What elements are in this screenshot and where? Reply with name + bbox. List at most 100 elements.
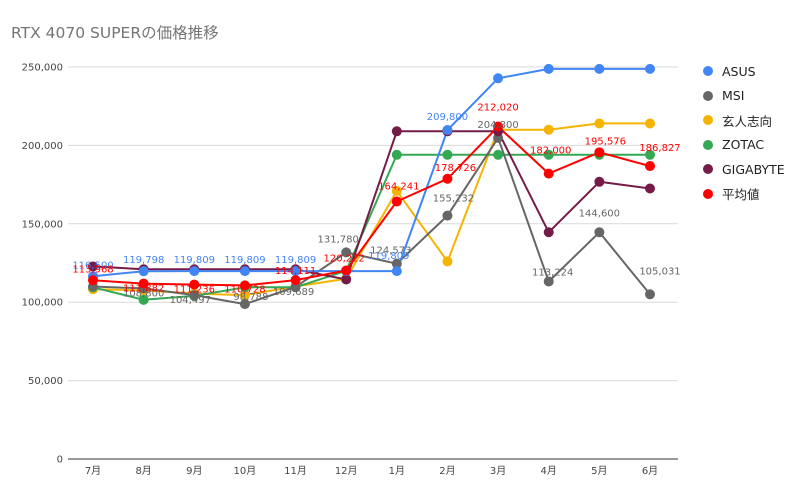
x-axis-ticks: 7月 8月 9月 10月 11月 12月 1月 2月 3月 4月 5月 6月: [85, 465, 658, 477]
legend-marker: [703, 115, 713, 126]
data-label: 120,222: [324, 253, 365, 264]
data-point: [341, 265, 352, 276]
data-point: [645, 289, 655, 300]
x-tick-label: 7月: [85, 465, 101, 477]
data-point: [594, 118, 605, 129]
data-label: 116,500: [72, 260, 113, 271]
x-tick-label: 11月: [284, 465, 307, 477]
data-point: [442, 173, 453, 184]
data-label: 144,600: [579, 208, 620, 219]
data-point: [645, 161, 655, 172]
data-point: [391, 149, 402, 160]
gridlines: [68, 66, 678, 460]
data-point: [290, 275, 301, 286]
legend-item: 玄人志向: [703, 108, 785, 133]
series-line-msi: [92, 136, 651, 306]
data-label: 155,232: [433, 194, 474, 205]
data-point: [391, 196, 402, 207]
y-tick-label: 100,000: [22, 298, 63, 309]
x-tick-label: 3月: [490, 465, 506, 477]
data-point: [290, 282, 301, 293]
data-label: 114,111: [275, 266, 316, 277]
series-line-asus: [92, 67, 650, 278]
data-label: 111,236: [174, 285, 215, 296]
data-label: 98,788: [233, 292, 268, 303]
data-point: [138, 278, 149, 289]
y-tick-label: 250,000: [22, 63, 63, 74]
legend-label: MSI: [722, 88, 745, 104]
data-label: 209,800: [427, 112, 468, 123]
chart-title: RTX 4070 SUPERの価格推移: [11, 24, 219, 42]
data-point: [543, 63, 554, 74]
data-point: [645, 118, 655, 129]
data-point: [594, 63, 605, 74]
legend-item: ZOTAC: [703, 133, 785, 158]
y-axis-ticks: 0 50,000 100,000 150,000 200,000 250,000: [22, 63, 63, 466]
legend-marker: [703, 90, 713, 101]
x-tick-label: 6月: [642, 465, 658, 477]
data-point: [239, 290, 250, 301]
data-label: 113,224: [532, 267, 573, 278]
data-point: [391, 185, 402, 196]
data-labels: 116,500 119,798 119,809 119,809 119,809 119,8…: [72, 103, 680, 307]
legend-marker: [703, 139, 713, 150]
data-point: [341, 247, 352, 258]
data-point: [138, 294, 149, 305]
data-point: [189, 279, 200, 290]
data-label: 178,726: [435, 163, 476, 174]
data-label: 105,031: [639, 266, 680, 277]
data-label: 119,798: [123, 255, 164, 266]
data-point: [138, 266, 149, 277]
data-label: 109,689: [273, 287, 314, 298]
data-point: [543, 124, 554, 135]
data-label: 195,576: [585, 136, 626, 147]
x-tick-label: 2月: [439, 465, 455, 477]
data-point: [442, 149, 453, 160]
x-tick-label: 9月: [186, 465, 202, 477]
legend-label: ASUS: [722, 63, 756, 79]
data-point: [493, 73, 504, 84]
x-tick-label: 4月: [541, 465, 557, 477]
data-point: [594, 227, 605, 238]
y-tick-label: 150,000: [22, 219, 63, 230]
data-label: 113,968: [72, 264, 113, 275]
data-point: [645, 183, 655, 194]
legend-item: 平均値: [703, 182, 785, 207]
data-point: [493, 121, 504, 132]
data-point: [543, 227, 554, 238]
data-point: [645, 149, 655, 160]
legend-item: MSI: [703, 84, 785, 109]
series-points: [88, 63, 655, 310]
x-tick-label: 1月: [389, 465, 405, 477]
legend-item: GIGABYTE: [703, 157, 785, 182]
legend-label: ZOTAC: [722, 137, 765, 153]
legend: ASUS MSI 玄人志向 ZOTAC GIGABYTE 平均値: [703, 59, 785, 206]
data-label: 119,809: [275, 255, 316, 266]
data-point: [391, 258, 402, 269]
data-label: 164,241: [378, 181, 419, 192]
data-point: [239, 266, 250, 277]
data-label: 111,882: [123, 284, 164, 295]
legend-label: 玄人志向: [722, 113, 773, 129]
legend-label: 平均値: [722, 187, 760, 203]
data-point: [594, 176, 605, 187]
data-point: [543, 276, 554, 287]
data-label: 108,800: [123, 288, 164, 299]
y-tick-label: 50,000: [28, 376, 63, 387]
legend-marker: [703, 164, 713, 175]
x-tick-label: 12月: [335, 465, 358, 477]
data-label: 110,728: [224, 284, 265, 295]
data-point: [442, 125, 453, 136]
data-point: [239, 280, 250, 291]
data-label: 104,497: [170, 295, 211, 306]
y-tick-label: 0: [57, 455, 63, 466]
data-point: [442, 210, 453, 221]
data-point: [341, 274, 352, 285]
data-point: [493, 149, 504, 160]
data-point: [543, 168, 554, 179]
data-label: 119,809: [174, 255, 215, 266]
data-point: [189, 290, 200, 301]
legend-label: GIGABYTE: [722, 161, 785, 177]
data-label: 119,809: [224, 255, 265, 266]
